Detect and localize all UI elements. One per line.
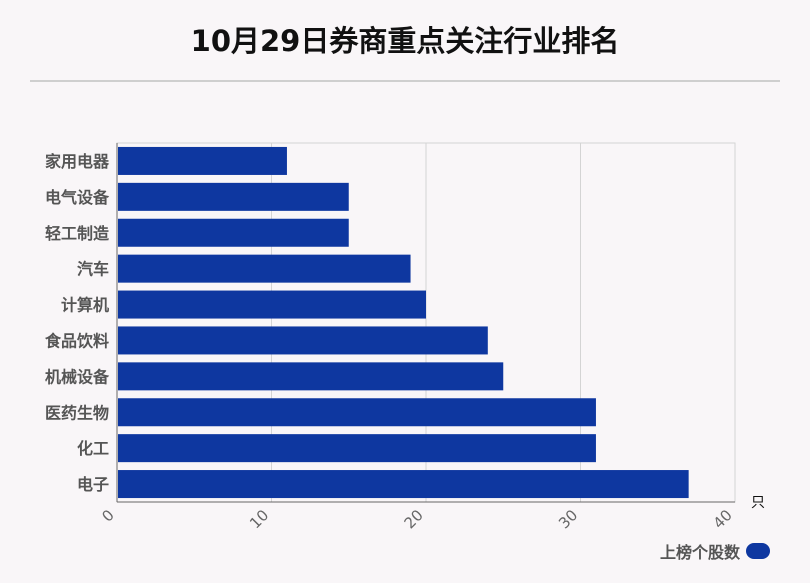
category-label: 化工 — [77, 439, 109, 458]
bar — [118, 362, 504, 391]
category-label: 轻工制造 — [45, 224, 110, 243]
x-tick-label: 30 — [555, 506, 581, 532]
bar — [118, 290, 426, 319]
bar — [118, 470, 689, 499]
title-divider — [30, 80, 780, 82]
category-label: 医药生物 — [45, 403, 109, 422]
category-label: 计算机 — [61, 296, 109, 315]
bar — [118, 218, 349, 247]
bar — [118, 146, 287, 175]
bar — [118, 398, 596, 427]
x-tick-label: 10 — [246, 506, 272, 532]
chart-title: 10月29日券商重点关注行业排名 — [190, 24, 620, 58]
legend-swatch[interactable] — [746, 543, 770, 559]
legend: 上榜个股数 — [660, 539, 770, 563]
category-label: 电子 — [77, 475, 109, 494]
category-label: 机械设备 — [45, 367, 110, 386]
legend-label: 上榜个股数 — [659, 543, 740, 562]
category-label: 汽车 — [77, 260, 109, 279]
category-label: 食品饮料 — [44, 331, 109, 350]
bar — [118, 434, 596, 463]
x-axis-unit: 只 — [751, 495, 765, 511]
category-label: 家用电器 — [45, 152, 110, 171]
x-tick-label: 20 — [401, 506, 427, 532]
category-label: 电气设备 — [45, 188, 110, 207]
x-tick-label: 0 — [98, 506, 117, 525]
bar — [118, 182, 349, 211]
bar — [118, 326, 488, 355]
x-tick-label: 40 — [710, 506, 736, 532]
bar — [118, 254, 411, 283]
